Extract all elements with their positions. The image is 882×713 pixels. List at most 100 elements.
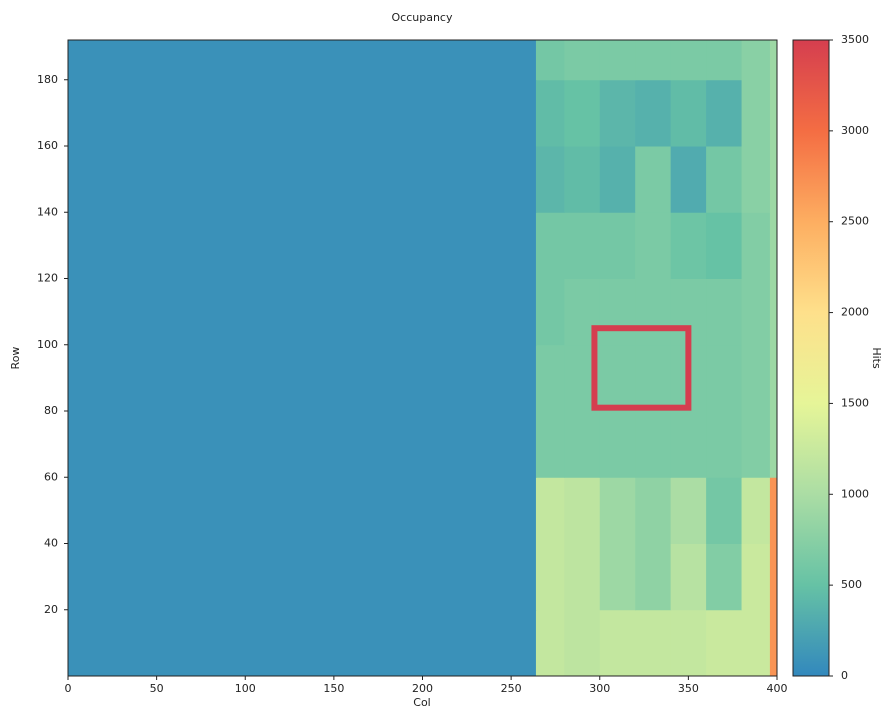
y-tick-label: 100 bbox=[37, 338, 58, 351]
heatmap-cell bbox=[770, 40, 778, 80]
heatmap-cell bbox=[706, 212, 742, 279]
heatmap-cell bbox=[635, 411, 671, 478]
heatmap-cell bbox=[536, 212, 565, 279]
heatmap-cell bbox=[635, 212, 671, 279]
heatmap-cell bbox=[536, 279, 565, 346]
heatmap-cell bbox=[742, 146, 771, 213]
colorbar-tick-label: 1000 bbox=[841, 487, 869, 500]
heatmap-cell bbox=[770, 544, 778, 611]
colorbar-tick-label: 3500 bbox=[841, 33, 869, 46]
heatmap-cell bbox=[68, 544, 536, 611]
y-tick-label: 80 bbox=[44, 404, 58, 417]
heatmap-cell bbox=[770, 345, 778, 412]
heatmap-cell bbox=[536, 610, 565, 677]
heatmap-cell bbox=[600, 40, 636, 80]
heatmap-cell bbox=[742, 80, 771, 147]
y-axis-label: Row bbox=[9, 347, 22, 370]
heatmap-cell bbox=[536, 477, 565, 544]
heatmap-cell bbox=[635, 345, 671, 412]
heatmap-cell bbox=[742, 477, 771, 544]
colorbar-tick-label: 2000 bbox=[841, 306, 869, 319]
x-tick-label: 200 bbox=[412, 682, 433, 695]
heatmap-cell bbox=[635, 80, 671, 147]
y-tick-label: 20 bbox=[44, 603, 58, 616]
heatmap-cell bbox=[600, 544, 636, 611]
heatmap-cell bbox=[536, 80, 565, 147]
heatmap-cell bbox=[706, 544, 742, 611]
colorbar-tick-label: 2500 bbox=[841, 215, 869, 228]
y-tick-label: 140 bbox=[37, 205, 58, 218]
y-tick-label: 40 bbox=[44, 537, 58, 550]
x-axis-label: Col bbox=[413, 696, 430, 709]
heatmap-cell bbox=[635, 40, 671, 80]
heatmap-cell bbox=[671, 477, 707, 544]
heatmap-cell bbox=[600, 279, 636, 346]
heatmap-cell bbox=[742, 40, 771, 80]
x-tick-label: 150 bbox=[323, 682, 344, 695]
y-tick-label: 60 bbox=[44, 470, 58, 483]
heatmap-cell bbox=[68, 146, 536, 213]
colorbar-tick-label: 1500 bbox=[841, 396, 869, 409]
heatmap-cell bbox=[600, 345, 636, 412]
heatmap-cell bbox=[706, 40, 742, 80]
heatmap-cell bbox=[742, 212, 771, 279]
heatmap-cell bbox=[564, 411, 600, 478]
heatmap-cell bbox=[770, 477, 778, 544]
heatmap-cell bbox=[600, 610, 636, 677]
heatmap-cell bbox=[635, 146, 671, 213]
x-tick-label: 0 bbox=[65, 682, 72, 695]
colorbar-tick-label: 500 bbox=[841, 578, 862, 591]
y-tick-label: 180 bbox=[37, 73, 58, 86]
heatmap-cell bbox=[742, 279, 771, 346]
heatmap-cell bbox=[68, 345, 536, 412]
heatmap-cell bbox=[564, 40, 600, 80]
heatmap-cell bbox=[671, 80, 707, 147]
x-tick-label: 400 bbox=[767, 682, 788, 695]
heatmap-cell bbox=[770, 212, 778, 279]
heatmap-cell bbox=[706, 146, 742, 213]
x-tick-label: 100 bbox=[235, 682, 256, 695]
heatmap-cell bbox=[564, 212, 600, 279]
heatmap-cell bbox=[706, 80, 742, 147]
heatmap-cell bbox=[68, 80, 536, 147]
heatmap-cell bbox=[770, 80, 778, 147]
x-tick-label: 350 bbox=[678, 682, 699, 695]
heatmap-cell bbox=[671, 146, 707, 213]
heatmap-cell bbox=[706, 477, 742, 544]
heatmap-cell bbox=[671, 40, 707, 80]
heatmap-cell bbox=[536, 345, 565, 412]
y-tick-label: 160 bbox=[37, 139, 58, 152]
heatmap-cell bbox=[671, 411, 707, 478]
heatmap-cell bbox=[536, 411, 565, 478]
colorbar-tick-label: 3000 bbox=[841, 124, 869, 137]
heatmap-cell bbox=[600, 477, 636, 544]
heatmap-cell bbox=[564, 477, 600, 544]
heatmap-cell bbox=[671, 610, 707, 677]
heatmap-cell bbox=[742, 544, 771, 611]
colorbar-label: Hits bbox=[870, 347, 882, 369]
heatmap-cell bbox=[68, 411, 536, 478]
heatmap-cell bbox=[635, 279, 671, 346]
y-tick-label: 120 bbox=[37, 272, 58, 285]
heatmap-cell bbox=[635, 610, 671, 677]
heatmap-cell bbox=[68, 477, 536, 544]
colorbar bbox=[793, 40, 829, 676]
heatmap-cell bbox=[564, 610, 600, 677]
heatmap-cell bbox=[671, 212, 707, 279]
heatmap-cell bbox=[600, 146, 636, 213]
heatmap-cell bbox=[770, 146, 778, 213]
heatmap-cell bbox=[536, 40, 565, 80]
heatmap-cell bbox=[742, 345, 771, 412]
heatmap-cell bbox=[600, 411, 636, 478]
chart: Occupancy Col Row Hits 05010015020025030… bbox=[0, 0, 882, 709]
heatmap-cell bbox=[706, 345, 742, 412]
heatmap-cell bbox=[770, 411, 778, 478]
heatmap-cell bbox=[706, 279, 742, 346]
heatmap-cell bbox=[706, 610, 742, 677]
heatmap-cell bbox=[564, 544, 600, 611]
x-tick-label: 300 bbox=[589, 682, 610, 695]
heatmap-cell bbox=[742, 610, 771, 677]
heatmap-cell bbox=[68, 610, 536, 677]
heatmap-cell bbox=[635, 477, 671, 544]
heatmap-cell bbox=[742, 411, 771, 478]
